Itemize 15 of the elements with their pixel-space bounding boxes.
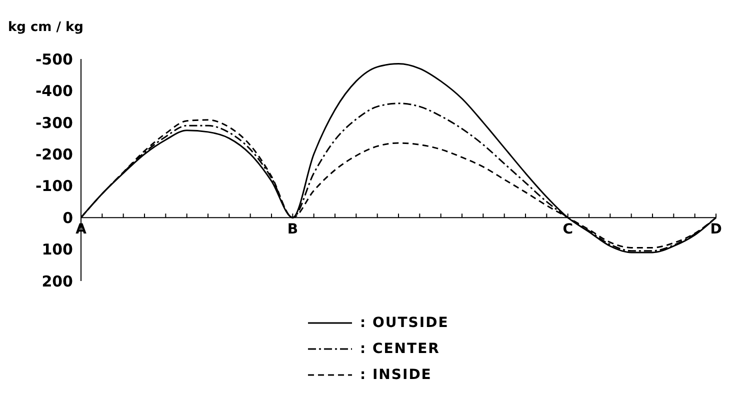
y-tick-label: 100	[42, 240, 73, 259]
x-tick-label: D	[710, 222, 722, 238]
y-tick-label: -300	[35, 114, 73, 132]
y-tick-label: -400	[35, 82, 73, 100]
x-tick-label: B	[287, 222, 298, 238]
legend-label: : OUTSIDE	[360, 315, 449, 331]
legend-label: : INSIDE	[360, 367, 432, 383]
y-tick-label: 0	[62, 208, 73, 227]
x-tick-label: C	[562, 222, 573, 238]
y-axis-title: kg cm / kg	[8, 20, 84, 35]
y-tick-label: -100	[35, 177, 73, 196]
legend-label: : CENTER	[360, 341, 440, 357]
y-tick-label: -200	[35, 145, 73, 164]
y-tick-label: -500	[35, 50, 73, 68]
y-tick-label: 200	[42, 272, 73, 290]
